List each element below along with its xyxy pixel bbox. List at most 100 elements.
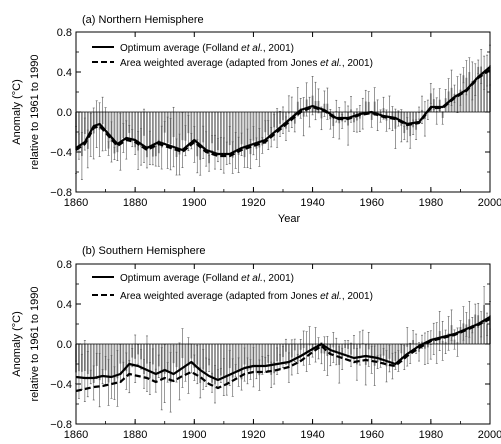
annual-bar: [128, 112, 131, 133]
annual-bar: [149, 112, 151, 148]
x-tick-label: 1980: [419, 429, 443, 441]
annual-bar: [296, 344, 299, 364]
x-tick-label: 1920: [241, 429, 265, 441]
annual-bar: [225, 344, 228, 386]
annual-bar: [267, 344, 270, 363]
annual-bar: [214, 112, 216, 153]
annual-bar: [261, 112, 264, 146]
annual-bar: [249, 344, 252, 370]
annual-bar: [270, 112, 273, 138]
axes-layer: −0.8 −0.4 0.0 0.4 0.8 1860 1880 1900 1920 1940 196…: [50, 27, 501, 209]
annual-bar: [483, 304, 485, 344]
annual-bar: [273, 344, 276, 374]
legend: Optimum average (Folland et al., 2001) A…: [92, 43, 373, 69]
x-tick-label: 1860: [64, 429, 88, 441]
annual-bar: [483, 72, 485, 112]
annual-bar: [151, 112, 154, 157]
annual-bar: [199, 344, 202, 383]
x-tick-label: 2000: [478, 197, 501, 209]
y-tick-label: −0.4: [50, 147, 72, 159]
y-tick-label: 0.4: [57, 67, 72, 79]
legend-entry-area-weighted: Area weighted average (adapted from Jone…: [120, 58, 373, 69]
annual-bar: [113, 344, 116, 384]
annual-bar: [237, 112, 240, 155]
annual-bar: [143, 344, 145, 374]
annual-bar: [217, 112, 219, 151]
y-axis-label-line1: Anomaly (°C): [11, 79, 23, 145]
annual-bar: [166, 344, 169, 373]
annual-bar: [134, 112, 137, 148]
annual-bar: [480, 66, 483, 112]
annual-bar: [116, 112, 119, 153]
annual-bar: [261, 344, 264, 366]
series-line-area-weighted: [75, 318, 491, 393]
annual-bar: [240, 344, 243, 380]
x-tick-label: 1980: [419, 197, 443, 209]
annual-bar: [101, 344, 104, 377]
annual-bar: [255, 112, 258, 149]
annual-bar: [459, 326, 462, 344]
panel-northern-hemisphere: (a) Northern Hemisphere Anomaly (°C) rel…: [11, 14, 501, 225]
series-line-area-weighted: [75, 69, 491, 158]
y-tick-label: 0.0: [57, 339, 72, 351]
x-axis-label: Year: [278, 213, 301, 225]
annual-bar: [220, 344, 222, 376]
annual-bar: [477, 66, 480, 112]
annual-bar: [131, 112, 134, 139]
annual-bar: [234, 112, 237, 151]
y-axis-label-line1: Anomaly (°C): [11, 311, 23, 377]
x-tick-label: 1880: [123, 197, 147, 209]
legend-entry-area-weighted: Area weighted average (adapted from Jone…: [120, 291, 373, 302]
y-tick-label: −0.8: [50, 187, 72, 199]
series-line-optimum: [75, 316, 491, 382]
annual-bar: [249, 112, 252, 155]
annual-bar: [246, 344, 249, 371]
annual-bar: [220, 112, 222, 154]
axes-layer: −0.8 −0.4 0.0 0.4 0.8 1860 1880 1900 1920 1940 196…: [50, 259, 501, 441]
annual-bar: [89, 344, 92, 377]
x-tick-label: 1940: [300, 429, 324, 441]
annual-bar: [113, 112, 116, 154]
annual-bar: [196, 112, 199, 157]
annual-bar: [240, 112, 243, 145]
annual-bar: [149, 344, 151, 379]
annual-bar: [205, 112, 208, 149]
annual-bar: [107, 112, 110, 149]
annual-bar: [157, 112, 160, 154]
x-tick-label: 1960: [359, 429, 383, 441]
annual-bar: [477, 315, 480, 344]
annual-bar: [208, 344, 210, 366]
x-tick-label: 1960: [359, 197, 383, 209]
annual-bar: [154, 112, 157, 157]
annual-bar: [264, 344, 267, 365]
bars-layer: [75, 286, 491, 413]
annual-bar: [78, 112, 80, 147]
annual-bar: [225, 112, 228, 154]
legend-entry-optimum: Optimum average (Folland et al., 2001): [120, 43, 294, 54]
annual-bar: [137, 112, 139, 151]
y-tick-label: −0.8: [50, 419, 72, 431]
y-tick-label: 0.4: [57, 299, 72, 311]
annual-bar: [379, 344, 382, 362]
annual-bar: [234, 344, 237, 371]
annual-bar: [462, 75, 465, 112]
annual-bar: [270, 344, 273, 375]
x-tick-label: 1900: [182, 429, 206, 441]
annual-bar: [175, 112, 178, 157]
annual-bar: [474, 314, 477, 344]
annual-bar: [255, 344, 258, 373]
annual-bar: [199, 112, 202, 160]
panel-title: (b) Southern Hemisphere: [82, 245, 206, 257]
annual-bar: [471, 325, 474, 344]
annual-bar: [279, 344, 281, 362]
legend-entry-optimum: Optimum average (Folland et al., 2001): [120, 273, 294, 284]
y-axis-label-line2: relative to 1961 to 1990: [29, 287, 41, 402]
x-tick-label: 1920: [241, 197, 265, 209]
panel-southern-hemisphere: (b) Southern Hemisphere Anomaly (°C) rel…: [11, 245, 501, 441]
annual-bar: [208, 112, 210, 164]
annual-bar: [222, 112, 225, 156]
annual-bar: [486, 70, 488, 112]
y-tick-label: 0.8: [57, 27, 72, 39]
annual-bar: [453, 93, 456, 112]
